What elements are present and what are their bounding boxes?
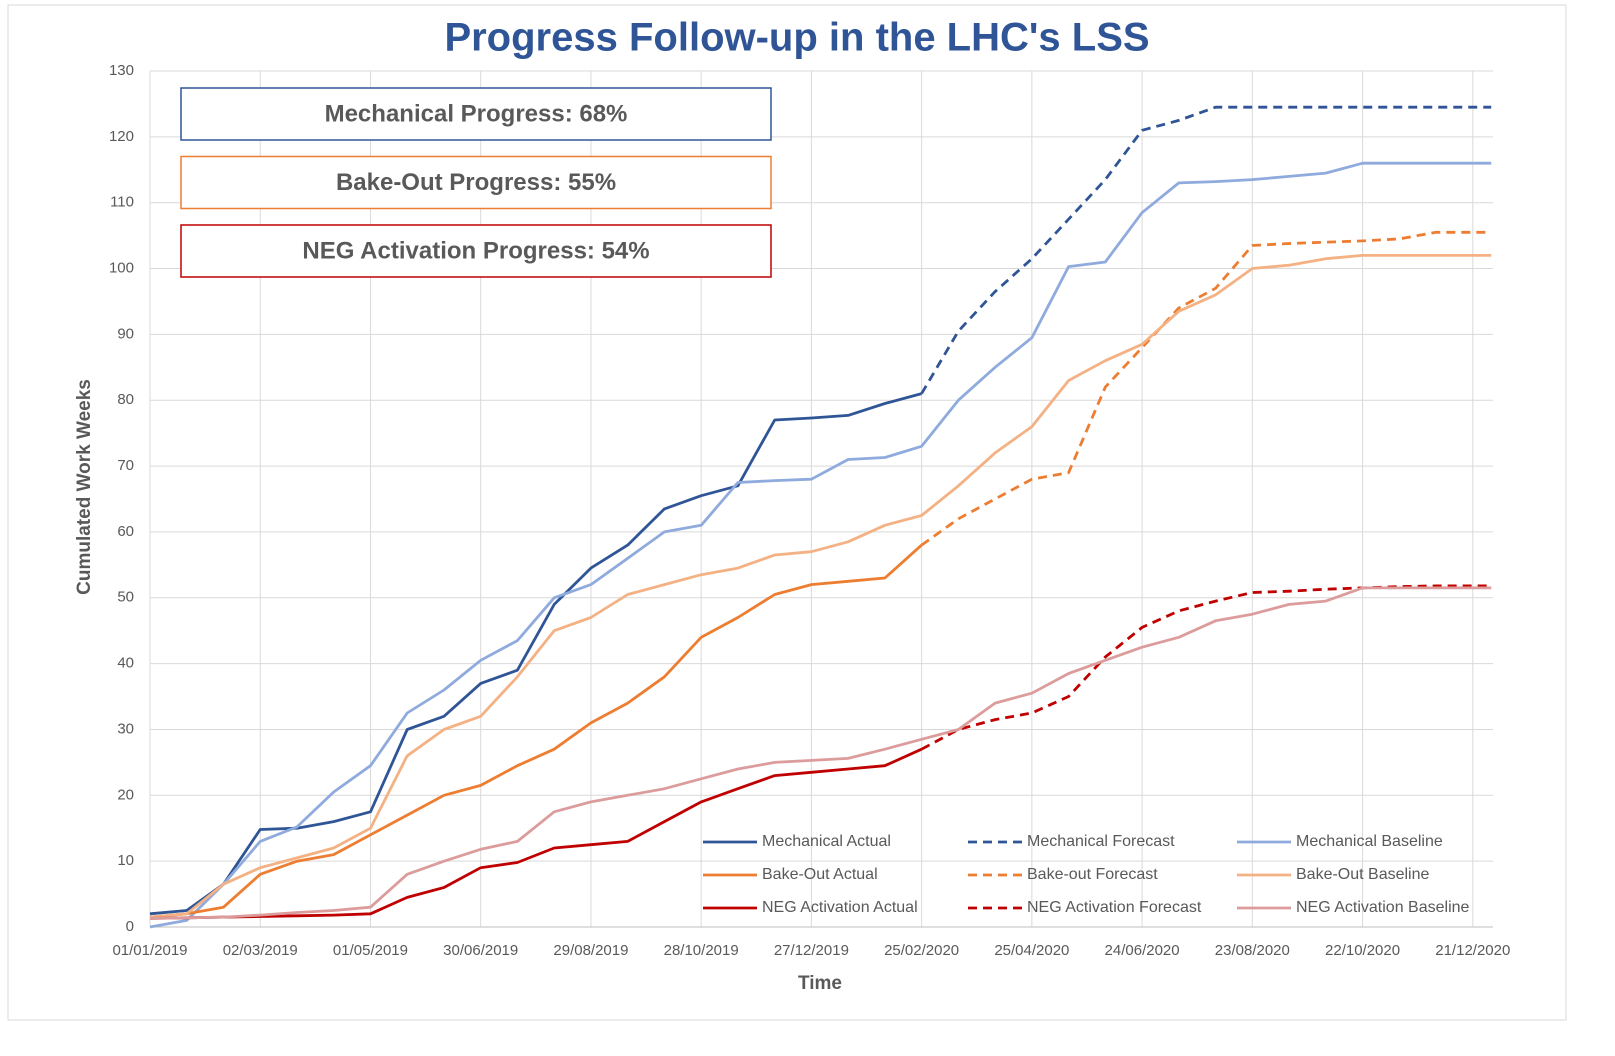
legend-label: Mechanical Baseline [1296, 833, 1443, 850]
x-tick-label: 30/06/2019 [443, 942, 518, 959]
annotation-text: NEG Activation Progress: 54% [302, 237, 649, 264]
x-tick-label: 23/08/2020 [1215, 942, 1290, 959]
x-tick-label: 22/10/2020 [1325, 942, 1400, 959]
x-tick-label: 25/04/2020 [994, 942, 1069, 959]
series-line [149, 254, 1492, 919]
x-tick-label: 02/03/2019 [223, 942, 298, 959]
series-line [149, 544, 923, 919]
x-axis-title: Time [798, 973, 842, 994]
legend-label: Bake-Out Actual [762, 866, 878, 883]
y-tick-label: 110 [110, 194, 134, 211]
y-tick-label: 30 [117, 720, 134, 737]
x-tick-label: 27/12/2019 [774, 942, 849, 959]
annotation-text: Bake-Out Progress: 55% [336, 169, 616, 196]
legend-label: NEG Activation Forecast [1027, 899, 1202, 916]
y-tick-label: 100 [109, 260, 134, 277]
x-tick-label: 28/10/2019 [664, 942, 739, 959]
series-line [920, 584, 1492, 751]
y-tick-label: 20 [117, 786, 134, 803]
legend-label: NEG Activation Actual [762, 899, 918, 916]
series-line [149, 586, 1492, 920]
legend-label: Bake-Out Baseline [1296, 866, 1430, 883]
series-line [920, 105, 1492, 395]
annotation-text: Mechanical Progress: 68% [325, 100, 628, 127]
chart-title: Progress Follow-up in the LHC's LSS [444, 16, 1149, 60]
legend-label: NEG Activation Baseline [1296, 899, 1470, 916]
y-tick-label: 70 [117, 457, 134, 474]
series-line [149, 747, 923, 920]
series-line [920, 230, 1492, 547]
annotation-box [180, 224, 772, 278]
legend-label: Bake-out Forecast [1027, 866, 1158, 883]
y-tick-label: 130 [109, 62, 134, 79]
series-line [149, 392, 922, 916]
y-axis-title: Cumulated Work Weeks [74, 379, 95, 595]
y-tick-label: 120 [109, 128, 134, 145]
annotation-box [180, 155, 772, 210]
series-line [149, 161, 1492, 929]
x-tick-label: 01/01/2019 [112, 942, 187, 959]
legend-label: Mechanical Actual [762, 833, 891, 850]
legend-label: Mechanical Forecast [1027, 833, 1175, 850]
y-tick-label: 50 [117, 589, 134, 606]
annotation-box [180, 87, 772, 141]
x-tick-label: 21/12/2020 [1435, 942, 1510, 959]
y-tick-label: 0 [126, 918, 134, 935]
y-tick-label: 10 [117, 852, 134, 869]
y-tick-label: 80 [117, 391, 134, 408]
y-tick-label: 90 [117, 325, 134, 342]
y-tick-label: 40 [117, 655, 134, 672]
x-tick-label: 24/06/2020 [1105, 942, 1180, 959]
y-tick-label: 60 [117, 523, 134, 540]
x-tick-label: 01/05/2019 [333, 942, 408, 959]
x-tick-label: 29/08/2019 [553, 942, 628, 959]
x-tick-label: 25/02/2020 [884, 942, 959, 959]
